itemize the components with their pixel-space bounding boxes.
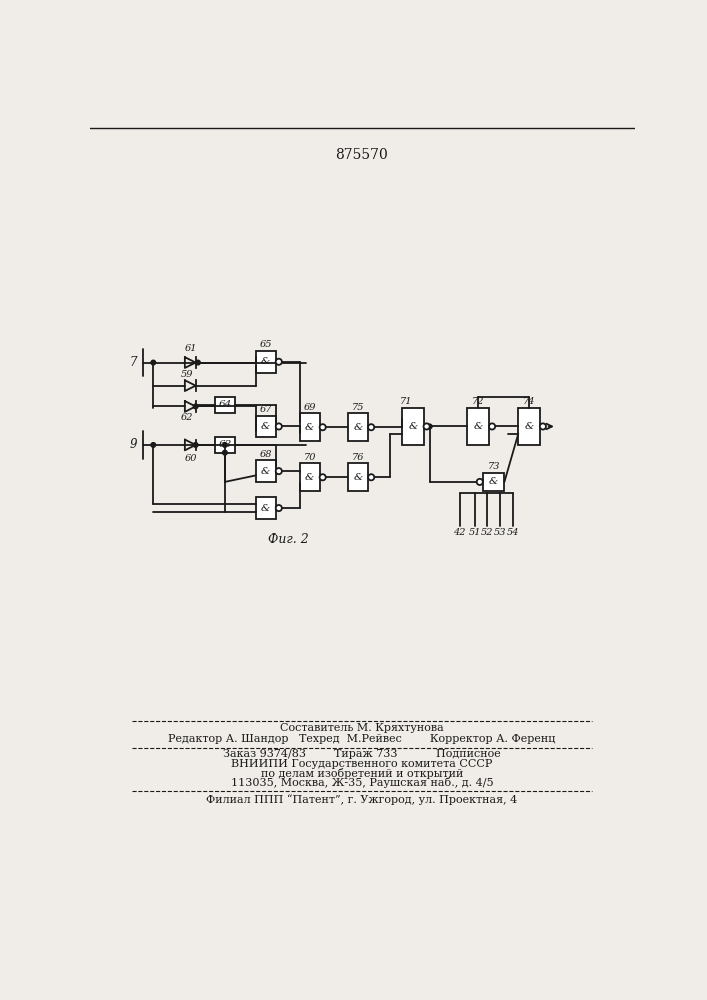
Text: 42: 42 [453,528,466,537]
Bar [300,413,320,441]
Bar [467,408,489,445]
Text: по делам изобретений и открытий: по делам изобретений и открытий [261,768,463,779]
Bar [256,351,276,373]
Circle shape [368,424,374,430]
Text: &: & [525,422,534,431]
Circle shape [276,359,282,365]
Bar [518,408,540,445]
Circle shape [223,450,227,455]
Circle shape [151,360,156,365]
Text: Заказ 9374/83        Тираж 733           Подписное: Заказ 9374/83 Тираж 733 Подписное [223,749,501,759]
Text: &: & [305,473,314,482]
Text: &: & [354,473,363,482]
Bar [215,397,235,413]
Bar [483,473,504,491]
Text: &: & [354,423,363,432]
Text: 113035, Москва, Ж-35, Раушская наб., д. 4/5: 113035, Москва, Ж-35, Раушская наб., д. … [230,777,493,788]
Text: &: & [305,423,314,432]
Text: 73: 73 [487,462,500,471]
Text: 62: 62 [181,413,194,422]
Text: 70: 70 [303,453,316,462]
Text: 69: 69 [303,403,316,412]
Text: 63: 63 [218,440,231,449]
Text: 61: 61 [185,344,197,353]
Text: 74: 74 [522,397,535,406]
Text: Фиг. 2: Фиг. 2 [269,533,309,546]
Text: 54: 54 [507,528,519,537]
Circle shape [196,360,200,365]
Bar [215,437,235,453]
Text: &: & [489,477,498,486]
Bar [300,463,320,491]
Text: 75: 75 [352,403,364,412]
Text: &: & [261,504,270,513]
Text: &: & [474,422,483,431]
Text: Редактор А. Шандор   Техред  М.Рейвес        Корректор А. Ференц: Редактор А. Шандор Техред М.Рейвес Корре… [168,734,556,744]
Circle shape [193,404,198,409]
Circle shape [477,479,483,485]
Circle shape [223,443,227,447]
Text: 76: 76 [352,453,364,462]
Circle shape [320,424,326,430]
Text: ВНИИПИ Государственного комитета СССР: ВНИИПИ Государственного комитета СССР [231,759,493,769]
Text: 59: 59 [181,370,194,379]
Circle shape [276,505,282,511]
Text: &: & [261,357,270,366]
Text: 52: 52 [481,528,493,537]
Circle shape [423,423,430,430]
Circle shape [276,423,282,430]
Circle shape [489,423,495,430]
Text: 65: 65 [259,340,272,349]
Text: 875570: 875570 [336,148,388,162]
Text: 60: 60 [185,454,197,463]
Circle shape [193,443,198,447]
Text: 72: 72 [472,397,484,406]
Text: 7: 7 [129,356,137,369]
Text: 71: 71 [399,397,412,406]
Text: 64: 64 [218,400,231,409]
Bar [348,413,368,441]
Text: &: & [408,422,417,431]
Text: Филиал ППП “Патент”, г. Ужгород, ул. Проектная, 4: Филиал ППП “Патент”, г. Ужгород, ул. Про… [206,794,518,805]
Circle shape [320,474,326,480]
Circle shape [428,424,432,429]
Text: 53: 53 [493,528,506,537]
Bar [256,497,276,519]
Bar [256,460,276,482]
Circle shape [276,468,282,474]
Bar [402,408,423,445]
Text: Составитель М. Кряхтунова: Составитель М. Кряхтунова [280,723,444,733]
Text: &: & [261,467,270,476]
Bar [256,416,276,437]
Text: 51: 51 [469,528,481,537]
Circle shape [151,443,156,447]
Text: 67: 67 [259,405,272,414]
Text: 9: 9 [129,438,137,451]
Text: 68: 68 [259,450,272,459]
Text: &: & [261,422,270,431]
Circle shape [540,423,546,430]
Bar [348,463,368,491]
Circle shape [368,474,374,480]
